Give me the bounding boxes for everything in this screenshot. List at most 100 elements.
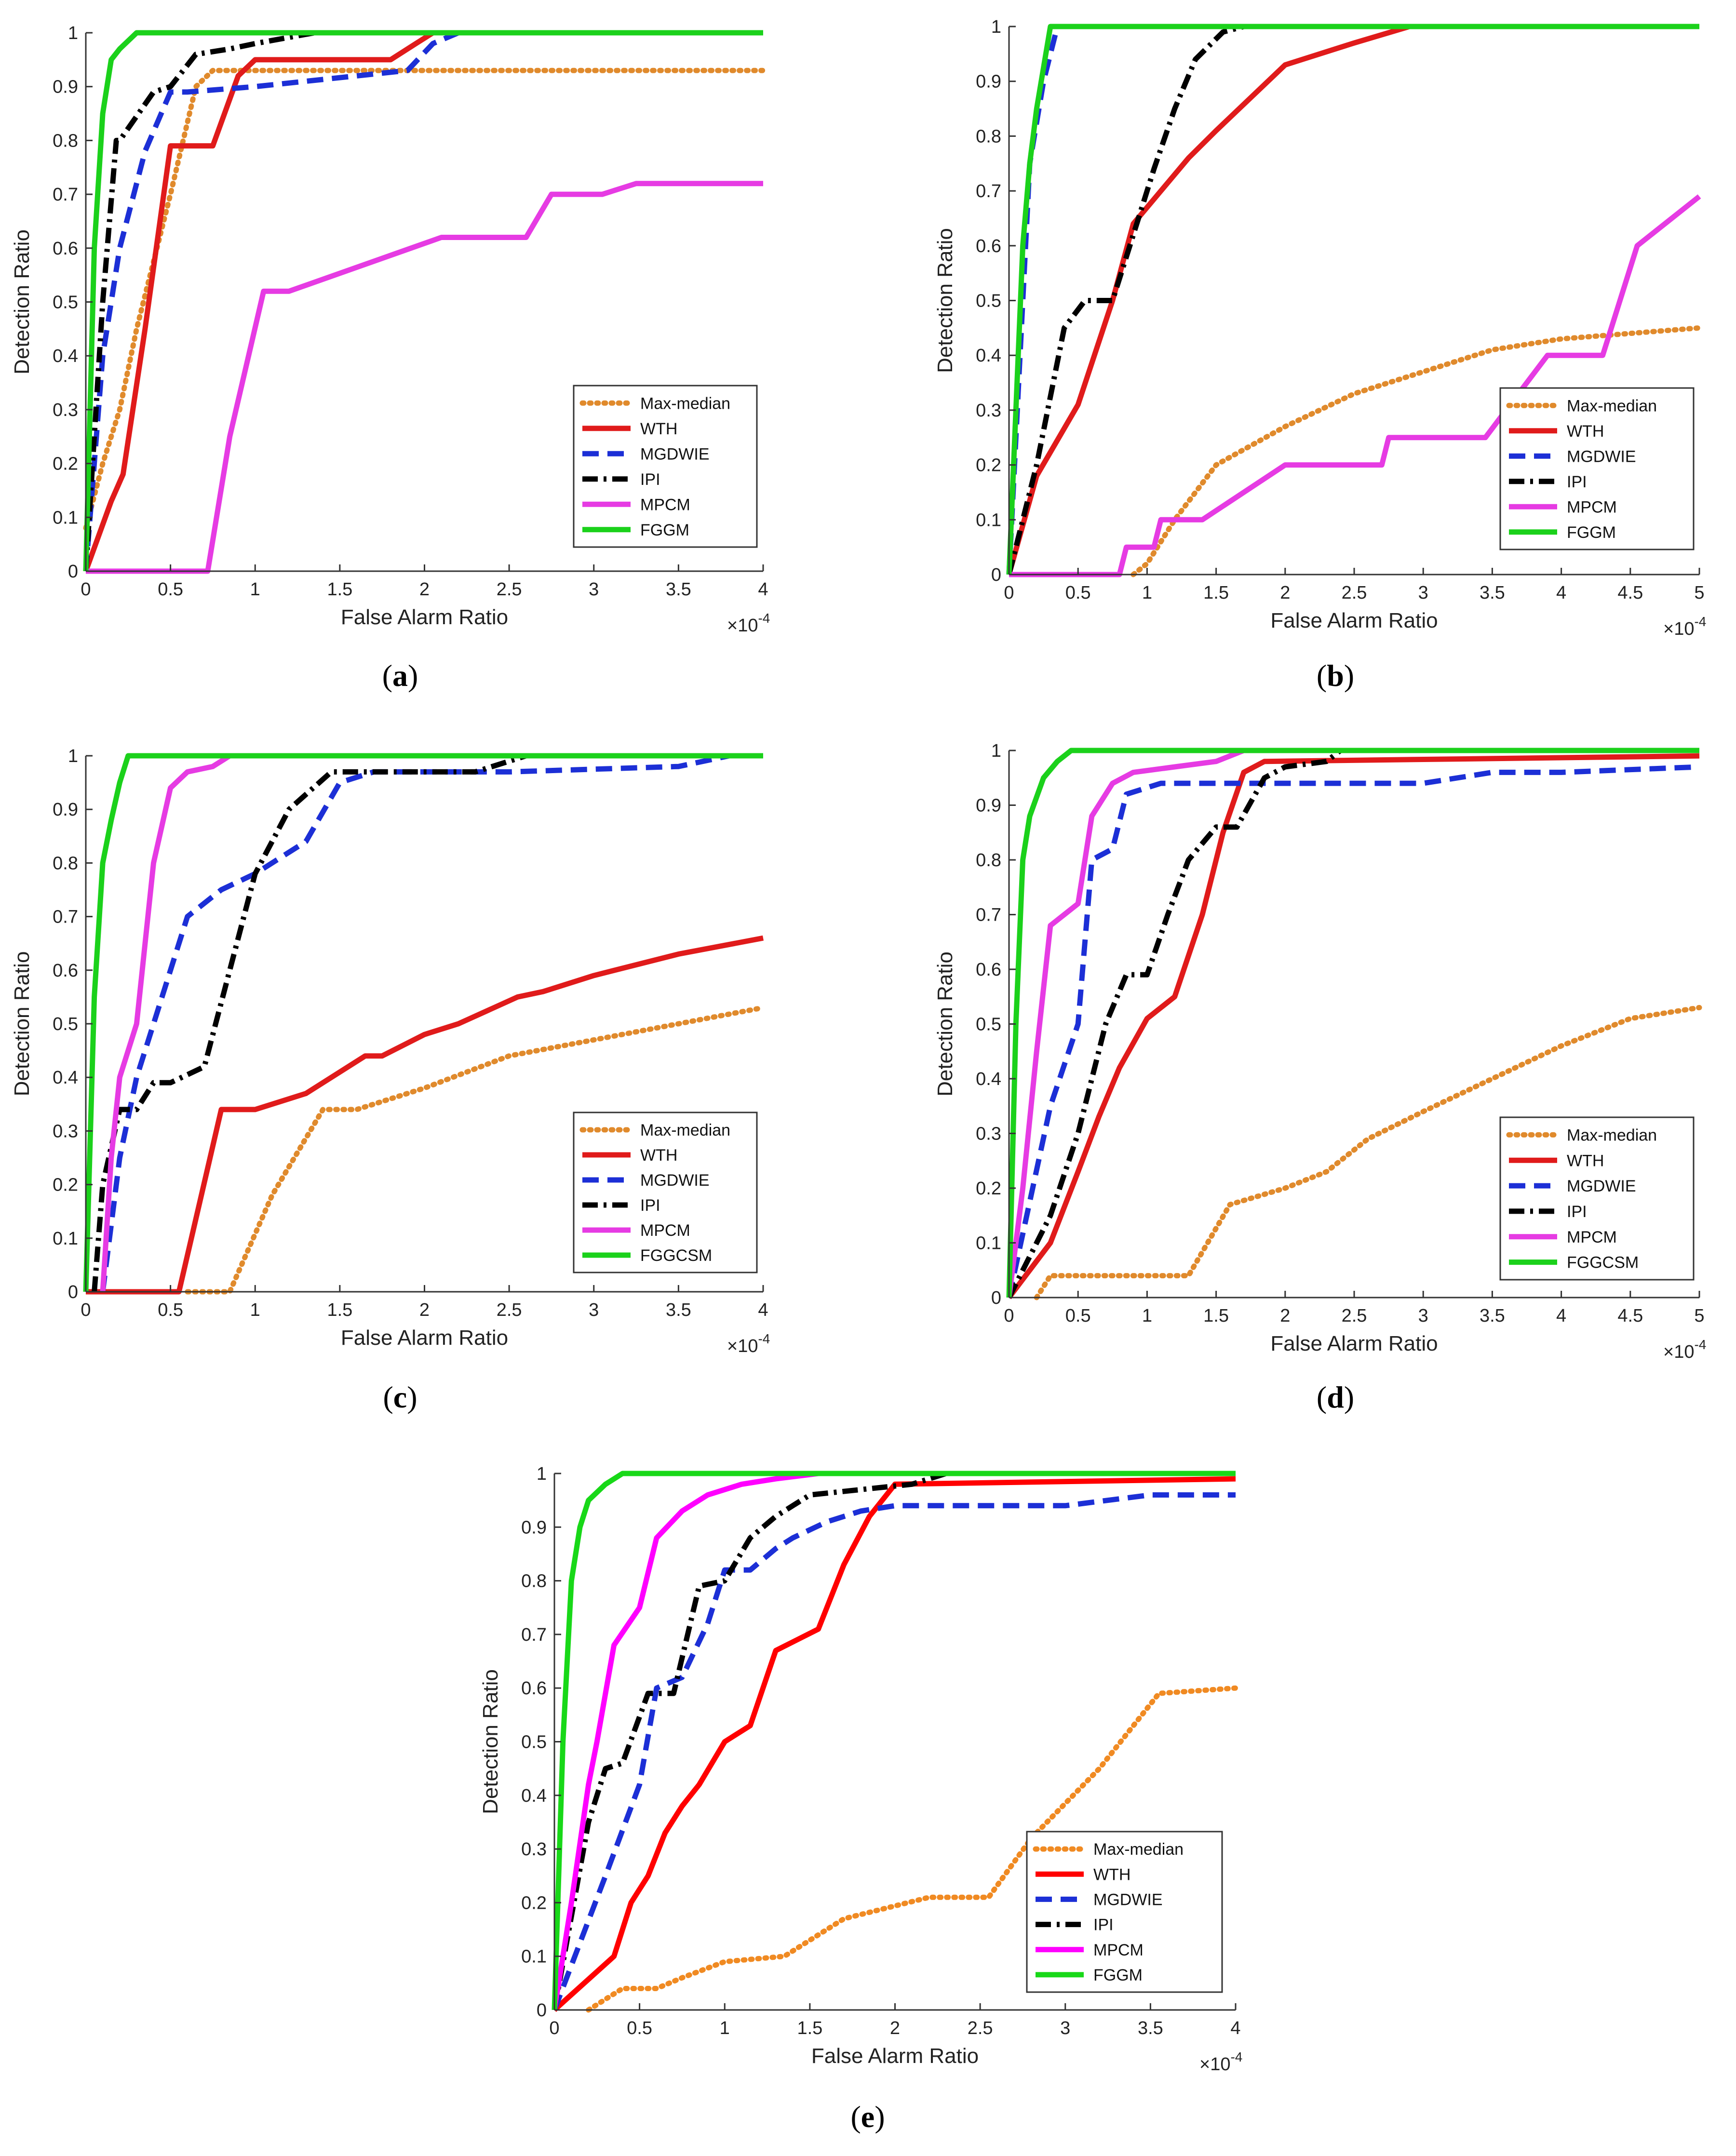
y-tick-label: 0.4 [53, 346, 78, 366]
legend-label: WTH [1567, 422, 1604, 441]
chart-panel-b: 0 0.5 1 1.5 2 2.5 3 3.5 4 4.5 5 0 0.1 0.2 0.3 0.4 0.5 0.6… [933, 17, 1706, 693]
x-tick-label: 0 [1004, 583, 1014, 603]
y-tick-label: 0.7 [521, 1625, 547, 1645]
x-tick-label: 2 [419, 579, 430, 600]
y-tick-label: 0.4 [521, 1786, 547, 1806]
series-line-ipi [83, 30, 763, 572]
x-axis-multiplier-base: ×10 [1663, 619, 1694, 639]
x-axis-multiplier: ×10-4 [727, 1331, 770, 1356]
x-tick-label: 4 [758, 579, 768, 600]
x-tick-label: 2.5 [1342, 583, 1367, 603]
x-tick-label: 1.5 [327, 1300, 352, 1320]
x-tick-label: 5 [1694, 1306, 1704, 1326]
x-axis-label: False Alarm Ratio [341, 605, 508, 629]
x-tick-label: 1 [1142, 583, 1152, 603]
series-line-mgdwie [1006, 764, 1700, 1299]
legend-label: FGGM [1093, 1966, 1143, 1984]
series-line-wth [1007, 753, 1700, 1299]
series-line-fggm [552, 1471, 1236, 2010]
legend-label: FGGM [640, 521, 689, 539]
y-tick-label: 0.2 [53, 454, 78, 474]
legend-label: WTH [640, 420, 677, 438]
x-tick-label: 3.5 [666, 579, 691, 600]
y-tick-label: 0.3 [53, 400, 78, 420]
y-tick-label: 0.1 [976, 510, 1001, 530]
x-axis-multiplier: ×10-4 [1663, 614, 1706, 639]
legend-label: MPCM [640, 495, 690, 514]
y-tick-label: 1 [68, 23, 78, 43]
y-tick-label: 0.7 [976, 905, 1001, 925]
y-tick-label: 0.2 [976, 455, 1001, 476]
y-tick-label: 0.1 [976, 1233, 1001, 1254]
x-tick-label: 4 [1556, 1306, 1566, 1326]
series-line-max-median [1130, 325, 1702, 577]
series-line-mgdwie [83, 30, 763, 572]
y-tick-label: 0.9 [521, 1517, 547, 1538]
series-line-wth [552, 1476, 1236, 2012]
legend-label: IPI [1093, 1916, 1114, 1934]
y-tick-label: 0.8 [976, 850, 1001, 870]
x-tick-label: 1 [250, 1300, 260, 1320]
legend-box [1499, 1116, 1695, 1281]
x-tick-label: 0.5 [158, 1300, 183, 1320]
x-tick-label: 4 [1556, 583, 1566, 603]
y-tick-label: 0 [991, 1288, 1001, 1308]
y-tick-label: 0.8 [53, 131, 78, 151]
legend-box [1026, 1831, 1223, 1993]
y-tick-label: 0 [537, 2000, 547, 2021]
legend-label: Max-median [1567, 1126, 1657, 1144]
y-tick-label: 0.8 [53, 853, 78, 873]
series-line-mpcm [86, 181, 763, 574]
y-tick-label: 0.3 [53, 1121, 78, 1141]
y-tick-label: 0.4 [976, 1069, 1001, 1089]
series-line-wth [86, 935, 764, 1295]
x-tick-label: 0.5 [158, 579, 183, 600]
legend-label: MPCM [1567, 498, 1617, 516]
legend-label: WTH [640, 1146, 677, 1165]
chart-panel-a: 0 0.5 1 1.5 2 2.5 3 3.5 4 0 0.1 0.2 0.3 0.4 0.5 0.6 0.7 0… [10, 23, 770, 693]
x-tick-label: 1.5 [797, 2018, 822, 2038]
legend-label: MGDWIE [1567, 1177, 1636, 1195]
series-line-fggcsm [1006, 748, 1699, 1298]
panel-caption-close: ) [1344, 1380, 1354, 1414]
y-tick-label: 0.5 [53, 293, 78, 313]
y-tick-label: 1 [68, 746, 78, 766]
y-tick-label: 0.9 [53, 800, 78, 820]
legend-label: MGDWIE [640, 445, 710, 463]
y-tick-label: 0.7 [53, 185, 78, 205]
x-tick-label: 3 [589, 579, 599, 600]
x-axis-multiplier-base: ×10 [727, 1336, 758, 1356]
y-tick-label: 0.6 [976, 236, 1001, 256]
panel-caption-letter: b [1327, 658, 1344, 693]
x-tick-label: 0.5 [627, 2018, 652, 2038]
panel-caption: (d) [1317, 1380, 1354, 1414]
y-tick-label: 0.1 [53, 508, 78, 528]
series-line-max-median [1034, 1004, 1702, 1300]
y-tick-label: 0.4 [53, 1068, 78, 1088]
series-line-ipi [92, 753, 763, 1292]
legend-label: IPI [1567, 1203, 1587, 1221]
x-axis-multiplier-exponent: -4 [1694, 1337, 1706, 1352]
series-line-mgdwie [552, 1492, 1236, 2011]
x-tick-label: 3.5 [1138, 2018, 1163, 2038]
legend-label: IPI [640, 1196, 660, 1215]
series-line-fggm [1006, 24, 1699, 575]
x-tick-label: 5 [1694, 583, 1704, 603]
panel-caption-letter: d [1327, 1380, 1344, 1414]
panel-caption-open: ( [382, 658, 392, 693]
x-axis-multiplier: ×10-4 [1199, 2049, 1242, 2075]
panel-caption-letter: a [392, 658, 408, 693]
y-tick-label: 0.8 [521, 1571, 547, 1592]
panel-caption-letter: c [393, 1380, 407, 1414]
x-axis-multiplier-base: ×10 [727, 616, 758, 636]
x-axis-label: False Alarm Ratio [1270, 1332, 1438, 1355]
x-tick-label: 1 [1142, 1306, 1152, 1326]
x-axis-multiplier-exponent: -4 [758, 1331, 770, 1346]
y-tick-label: 0.2 [53, 1175, 78, 1195]
x-tick-label: 2.5 [497, 1300, 522, 1320]
legend-label: MGDWIE [1093, 1890, 1163, 1909]
series-line-wth [1006, 24, 1699, 576]
chart-panel-e: 0 0.5 1 1.5 2 2.5 3 3.5 4 0 0.1 0.2 0.3 0.4 0.5 0.6 0.7 0… [479, 1464, 1242, 2134]
x-tick-label: 2 [419, 1300, 430, 1320]
